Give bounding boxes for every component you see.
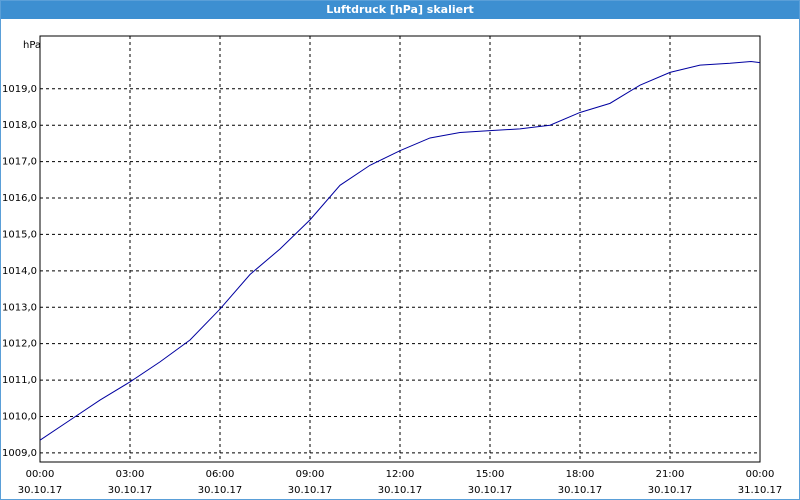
y-tick-label: 1018,0: [2, 120, 37, 131]
x-tick-label: 18:00: [566, 469, 595, 480]
x-tick-date: 30.10.17: [468, 485, 513, 496]
y-tick-label: 1014,0: [2, 266, 37, 277]
x-tick-label: 06:00: [206, 469, 235, 480]
x-tick-label: 12:00: [386, 469, 415, 480]
data-line: [39, 60, 761, 441]
x-tick-label: 21:00: [656, 469, 685, 480]
x-tick-label: 00:00: [26, 469, 55, 480]
x-tick-date: 30.10.17: [18, 485, 63, 496]
x-tick-date: 31.10.17: [738, 485, 783, 496]
y-tick-label: 1016,0: [2, 193, 37, 204]
y-tick-label: 1012,0: [2, 339, 37, 350]
y-tick-label: 1017,0: [2, 157, 37, 168]
y-tick-label: 1013,0: [2, 302, 37, 313]
x-tick-date: 30.10.17: [108, 485, 153, 496]
y-tick-label: 1019,0: [2, 84, 37, 95]
x-tick-date: 30.10.17: [648, 485, 693, 496]
x-tick-date: 30.10.17: [198, 485, 243, 496]
y-axis-label: hPa: [23, 40, 41, 51]
y-tick-label: 1009,0: [2, 448, 37, 459]
x-tick-date: 30.10.17: [558, 485, 603, 496]
y-tick-label: 1010,0: [2, 411, 37, 422]
x-tick-label: 09:00: [296, 469, 325, 480]
x-tick-label: 00:00: [746, 469, 775, 480]
title-bar: Luftdruck [hPa] skaliert: [1, 1, 799, 19]
x-tick-date: 30.10.17: [288, 485, 333, 496]
x-tick-label: 03:00: [116, 469, 145, 480]
y-tick-label: 1011,0: [2, 375, 37, 386]
x-tick-label: 15:00: [476, 469, 505, 480]
x-tick-date: 30.10.17: [378, 485, 423, 496]
y-tick-label: 1015,0: [2, 229, 37, 240]
